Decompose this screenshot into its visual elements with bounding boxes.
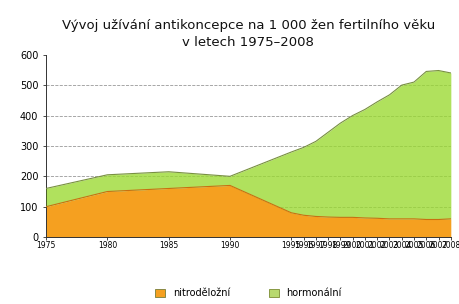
Legend: nitroděložní, hormonální: nitroděložní, hormonální bbox=[155, 288, 341, 298]
Title: Vývoj užívání antikoncepce na 1 000 žen fertilního věku
v letech 1975–2008: Vývoj užívání antikoncepce na 1 000 žen … bbox=[62, 19, 434, 49]
